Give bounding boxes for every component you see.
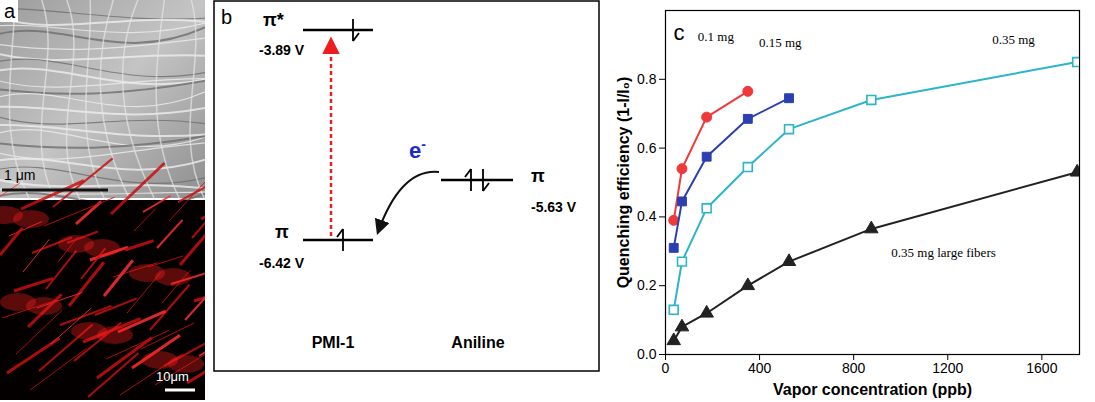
svg-text:1200: 1200 xyxy=(932,360,963,376)
svg-text:1600: 1600 xyxy=(1026,360,1057,376)
svg-text:Quenching efficiency (1-I/I₀): Quenching efficiency (1-I/I₀) xyxy=(615,77,632,289)
svg-text:Aniline: Aniline xyxy=(451,334,504,351)
svg-text:0: 0 xyxy=(662,360,670,376)
svg-text:-6.42 V: -6.42 V xyxy=(259,255,305,271)
svg-text:e-: e- xyxy=(409,136,426,163)
svg-text:c: c xyxy=(674,20,685,45)
svg-text:b: b xyxy=(221,6,232,28)
svg-text:0.4: 0.4 xyxy=(637,208,657,224)
svg-text:0.35 mg large fibers: 0.35 mg large fibers xyxy=(891,245,995,260)
svg-text:0.0: 0.0 xyxy=(637,346,657,362)
svg-text:0.2: 0.2 xyxy=(637,277,657,293)
svg-text:π*: π* xyxy=(263,10,284,30)
svg-text:π: π xyxy=(275,222,289,242)
svg-text:800: 800 xyxy=(842,360,866,376)
svg-text:-5.63 V: -5.63 V xyxy=(531,199,577,215)
svg-text:0.8: 0.8 xyxy=(637,71,657,87)
svg-text:0.1 mg: 0.1 mg xyxy=(698,29,735,44)
svg-text:-3.89 V: -3.89 V xyxy=(259,42,305,58)
svg-text:400: 400 xyxy=(748,360,772,376)
svg-text:1 μm: 1 μm xyxy=(4,167,35,183)
svg-text:a: a xyxy=(4,0,16,22)
svg-text:Vapor concentration (ppb): Vapor concentration (ppb) xyxy=(773,381,972,398)
svg-text:PMI-1: PMI-1 xyxy=(312,334,355,351)
svg-text:π: π xyxy=(531,166,545,186)
svg-text:10μm: 10μm xyxy=(156,369,189,384)
svg-text:0.35 mg: 0.35 mg xyxy=(992,32,1035,47)
svg-text:0.15 mg: 0.15 mg xyxy=(759,35,802,50)
svg-text:0.6: 0.6 xyxy=(637,140,657,156)
